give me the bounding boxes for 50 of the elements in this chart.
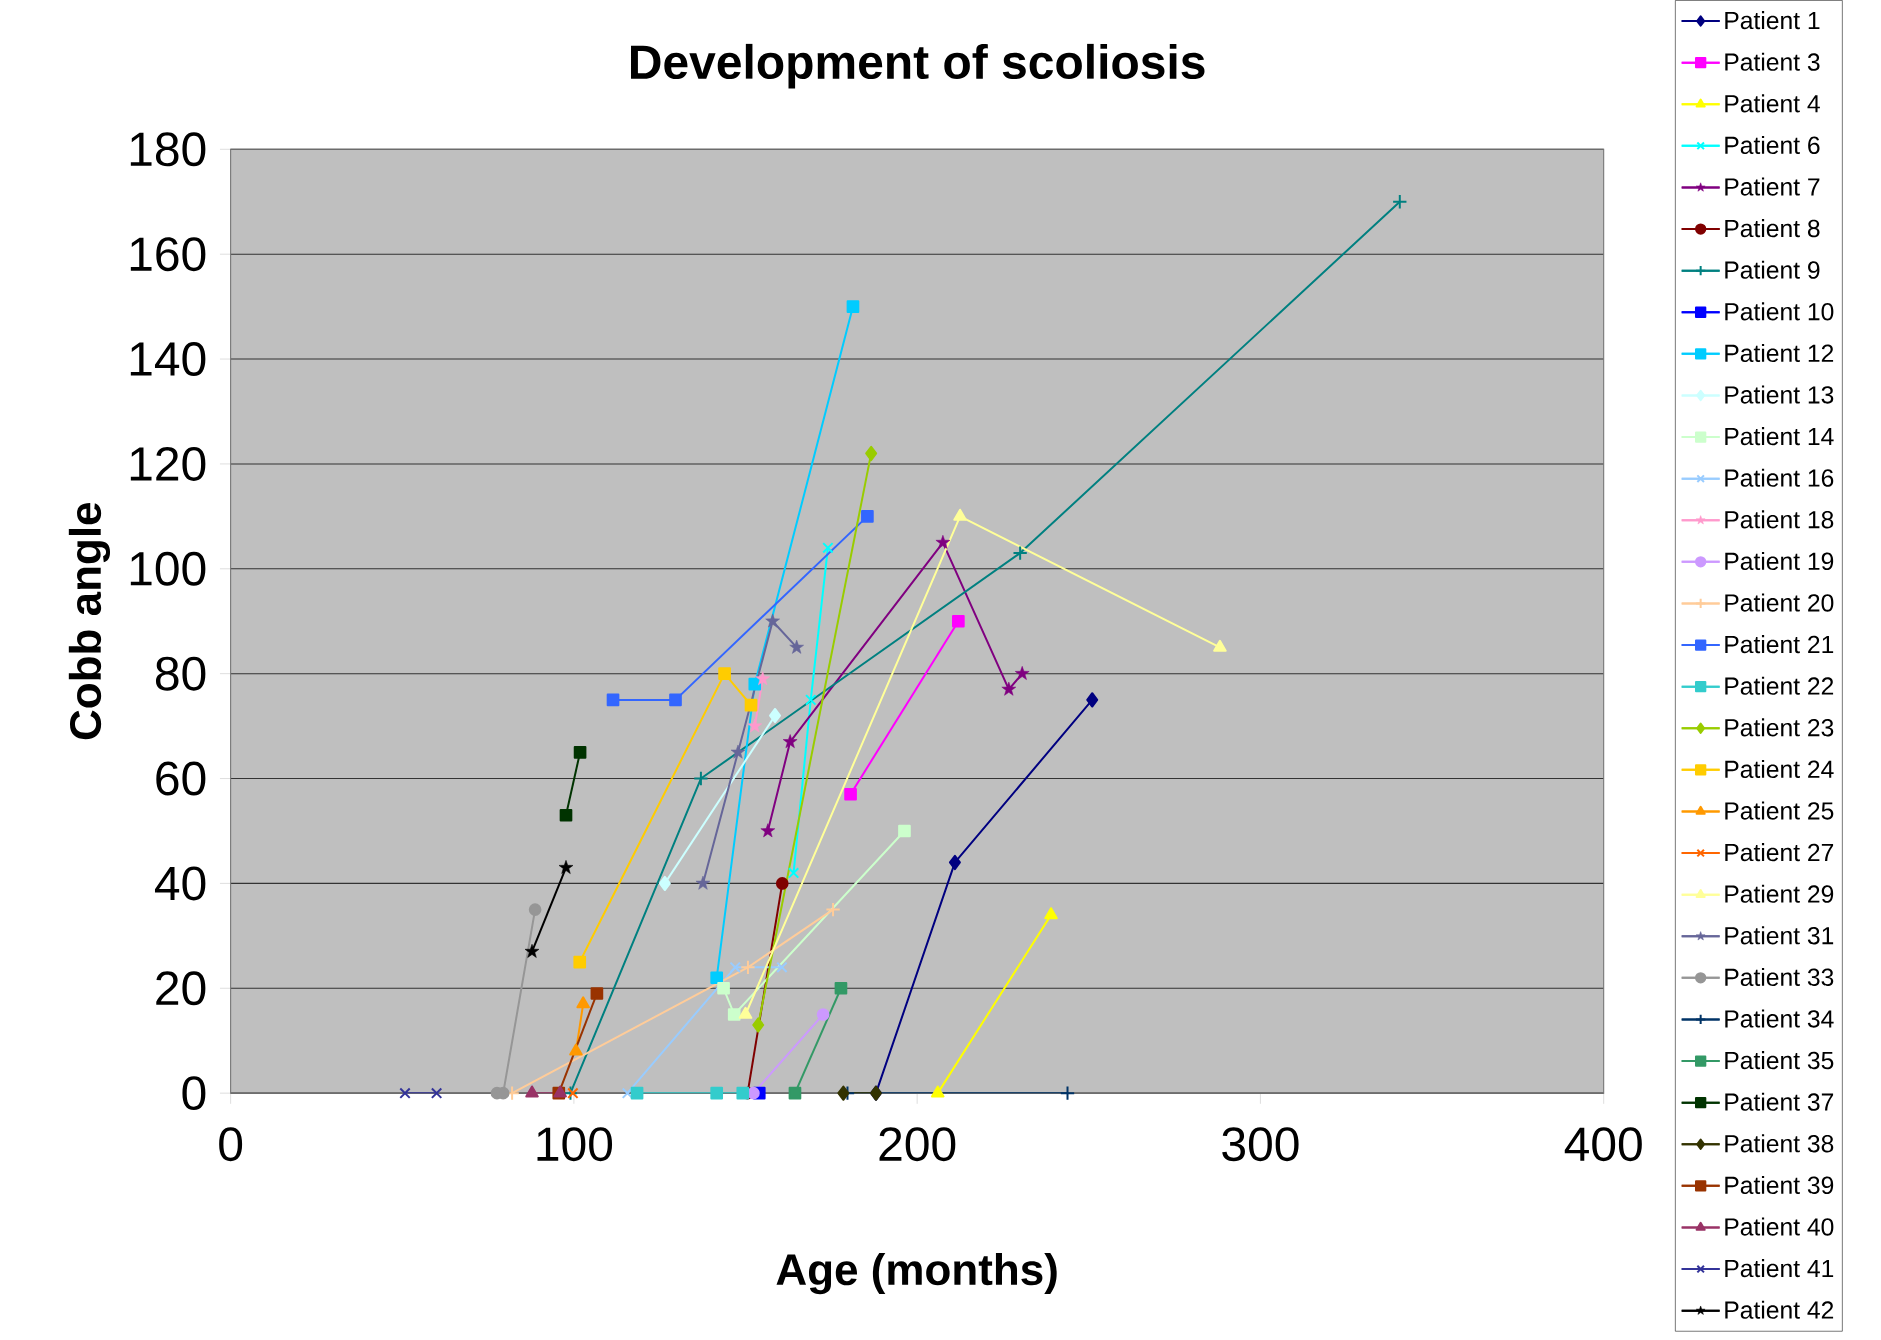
y-tick-label: 60	[156, 761, 206, 796]
legend-label: Patient 3	[1725, 52, 1820, 71]
legend-label: Patient 13	[1725, 385, 1834, 404]
chart-title: Development of scoliosis	[631, 43, 1205, 89]
legend-label: Patient 20	[1725, 593, 1834, 612]
legend-label: Patient 18	[1725, 510, 1834, 529]
legend-label: Patient 16	[1725, 468, 1834, 487]
legend-label: Patient 29	[1725, 884, 1834, 903]
x-tick-label: 400	[1564, 1127, 1642, 1162]
legend-label: Patient 35	[1725, 1051, 1834, 1070]
x-tick-label: 200	[879, 1127, 956, 1162]
y-tick-label: 40	[154, 866, 206, 901]
legend-label: Patient 41	[1725, 1259, 1834, 1278]
x-tick-label: 300	[1222, 1127, 1299, 1162]
legend-label: Patient 8	[1725, 219, 1820, 238]
y-tick-label: 180	[130, 132, 206, 167]
legend-label: Patient 42	[1725, 1300, 1834, 1319]
y-tick-label: 160	[130, 237, 206, 272]
x-tick-label: 0	[219, 1127, 243, 1162]
y-tick-label: 100	[130, 551, 206, 586]
legend-label: Patient 24	[1725, 760, 1834, 779]
legend-label: Patient 38	[1725, 1134, 1834, 1153]
legend-label: Patient 1	[1725, 11, 1820, 30]
legend-label: Patient 39	[1725, 1176, 1834, 1195]
y-tick-label: 120	[130, 447, 206, 482]
y-tick-label: 80	[155, 656, 206, 691]
legend-label: Patient 40	[1725, 1217, 1834, 1236]
legend-label: Patient 37	[1725, 1092, 1834, 1111]
legend-label: Patient 12	[1725, 344, 1834, 363]
legend-label: Patient 27	[1725, 843, 1834, 862]
x-tick-label: 100	[537, 1127, 613, 1162]
y-tick-label: 0	[182, 1076, 206, 1111]
legend-label: Patient 7	[1725, 177, 1820, 196]
legend-label: Patient 22	[1725, 676, 1834, 695]
legend-label: Patient 6	[1725, 136, 1820, 155]
y-tick-label: 20	[156, 971, 206, 1006]
legend-label: Patient 4	[1725, 94, 1820, 113]
x-axis-title: Age (months)	[776, 1253, 1057, 1295]
legend-label: Patient 14	[1725, 427, 1834, 446]
legend-label: Patient 23	[1725, 718, 1834, 737]
legend-label: Patient 9	[1725, 260, 1820, 279]
legend-label: Patient 31	[1725, 926, 1834, 945]
legend-label: Patient 34	[1725, 1009, 1834, 1028]
y-axis-title: Cobb angle	[68, 503, 111, 740]
legend-label: Patient 19	[1725, 552, 1834, 571]
legend-label: Patient 33	[1725, 968, 1834, 987]
legend-label: Patient 25	[1725, 801, 1834, 820]
legend-label: Patient 21	[1725, 635, 1834, 654]
legend-label: Patient 10	[1725, 302, 1834, 321]
y-tick-label: 140	[130, 342, 206, 377]
